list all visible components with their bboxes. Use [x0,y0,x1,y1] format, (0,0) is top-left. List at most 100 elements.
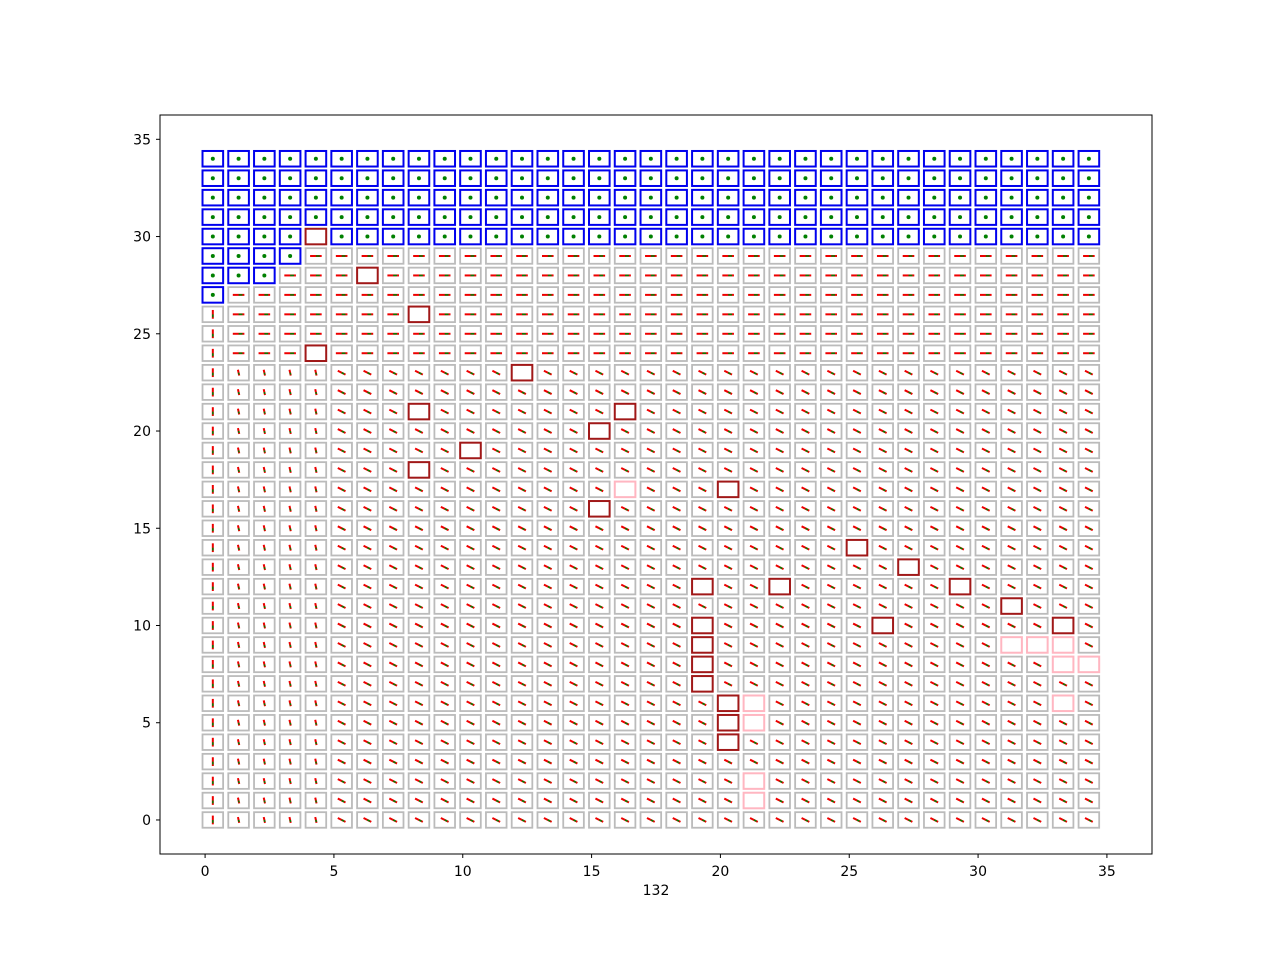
grid-cell [1077,461,1101,479]
value-arrow [959,663,963,667]
goal-cell [768,169,791,187]
grid-cell [613,286,637,304]
grid-cell [381,519,405,537]
grid-cell [845,402,869,421]
grid-cell [227,480,250,499]
value-arrow [1062,722,1067,725]
grid-cell [691,286,714,304]
grid-cell [356,539,379,557]
value-arrow [598,702,603,706]
goal-marker [700,215,705,220]
value-arrow [341,624,345,628]
goal-cell [974,208,998,226]
grid-cell [304,791,328,810]
goal-marker [1035,215,1040,220]
grid-cell [871,266,894,285]
goal-marker [726,176,731,181]
grid-cell [227,519,250,537]
grid-cell [639,752,663,771]
grid-cell [330,383,353,401]
grid-cell [459,636,482,654]
goal-cell [871,188,895,207]
grid-cell [820,305,843,324]
value-arrow [341,410,345,414]
value-arrow [521,391,525,395]
value-arrow [702,527,706,531]
goal-cell [845,227,869,246]
grid-cell [1077,422,1101,440]
goal-cell [794,169,817,187]
goal-marker [983,234,988,239]
goal-cell [948,208,972,226]
goal-cell [871,169,895,187]
grid-cell [562,461,585,479]
grid-cell [201,344,225,362]
grid-cell [485,286,508,304]
grid-cell [820,422,843,440]
grid-cell [639,363,663,382]
goal-marker [1061,215,1066,220]
grid-cell [871,286,894,304]
value-arrow [521,819,525,822]
value-arrow [727,780,732,784]
grid-cell [845,616,869,635]
value-arrow [856,488,860,492]
grid-cell [356,791,379,810]
grid-cell [227,752,250,771]
grid-cell [253,325,276,343]
value-arrow [495,702,500,706]
grid-cell [227,714,250,732]
grid-cell [278,441,302,460]
value-arrow [985,430,989,433]
value-arrow [830,799,835,803]
grid-cell [381,636,405,654]
value-arrow [1062,469,1067,472]
grid-cell [768,539,791,557]
value-arrow [753,663,757,667]
grid-cell [227,286,250,304]
grid-cell [381,461,405,479]
value-arrow [933,644,938,647]
grid-cell [665,480,688,499]
grid-cell [974,597,998,615]
grid-cell [201,441,225,460]
value-arrow [1011,372,1015,375]
grid-cell [433,519,456,537]
grid-cell [356,402,379,421]
value-arrow [1088,722,1092,725]
grid-cell [923,422,946,440]
goal-marker [1009,176,1014,181]
goal-cell [691,149,714,168]
grid-cell [433,480,456,499]
value-arrow [676,410,680,414]
value-arrow [676,624,680,628]
value-arrow [495,469,500,472]
goal-marker [339,176,344,181]
grid-cell [948,383,972,401]
grid-cell [330,402,353,421]
grid-cell [510,266,534,285]
goal-cell [253,149,276,168]
grid-cell [227,383,250,401]
grid-cell [485,266,508,285]
value-arrow [830,585,835,589]
goal-marker [829,156,834,161]
grid-cell [510,772,534,790]
grid-cell [1077,636,1101,654]
grid-cell [485,752,508,771]
grid-cell [1051,325,1075,343]
grid-cell [227,655,250,674]
goal-cell [433,149,457,168]
goal-marker [674,156,679,161]
grid-cell [253,636,276,654]
visited-cell [742,694,766,713]
grid-cell [1000,422,1023,440]
goal-marker [494,234,499,239]
value-arrow [495,683,500,686]
grid-cell [588,519,611,537]
value-arrow [1062,585,1067,589]
goal-marker [313,156,318,161]
grid-cell [588,616,611,635]
